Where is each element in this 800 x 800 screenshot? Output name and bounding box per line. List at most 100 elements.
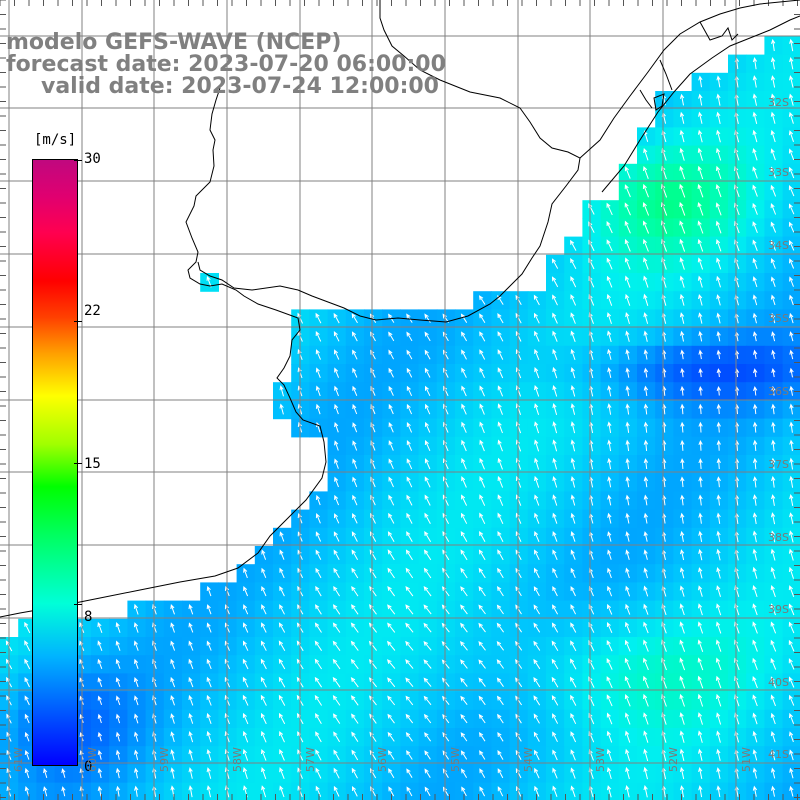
wind-arrow (788, 603, 795, 616)
wind-arrow (97, 731, 102, 742)
wind-arrow (315, 549, 322, 560)
wind-arrow (424, 531, 432, 543)
wind-arrow (679, 567, 685, 579)
wind-arrow (679, 238, 686, 252)
wind-arrow (680, 385, 685, 396)
wind-arrow (97, 785, 102, 797)
wind-arrow (679, 585, 685, 597)
wind-arrow (352, 458, 358, 469)
wind-arrow (552, 585, 558, 597)
wind-arrow (770, 111, 776, 124)
wind-arrow (461, 786, 467, 797)
wind-arrow (552, 330, 558, 342)
wind-arrow (789, 493, 794, 506)
wind-arrow (788, 111, 794, 124)
wind-arrow (134, 695, 139, 706)
wind-arrow (643, 512, 648, 524)
wind-arrow (752, 93, 757, 106)
wind-arrow (643, 385, 649, 396)
wind-arrow (698, 458, 703, 469)
wind-arrow (260, 676, 267, 688)
wind-arrow (461, 457, 467, 470)
wind-arrow (752, 676, 758, 689)
wind-arrow (697, 621, 704, 634)
wind-arrow (716, 349, 721, 360)
wind-arrow (624, 639, 631, 652)
wind-arrow (551, 694, 559, 706)
wind-arrow (334, 513, 340, 524)
wind-arrow (552, 348, 558, 361)
wind-arrow (570, 640, 577, 652)
wind-arrow (387, 531, 395, 542)
wind-arrow (697, 129, 703, 143)
wind-arrow (261, 767, 267, 780)
wind-arrow (406, 349, 413, 360)
wind-arrow (607, 512, 612, 524)
wind-arrow (606, 202, 613, 216)
wind-arrow (570, 239, 577, 251)
wind-arrow (206, 712, 212, 724)
wind-arrow (552, 385, 558, 397)
wind-arrow (643, 421, 649, 433)
wind-arrow (315, 531, 322, 542)
wind-arrow (716, 385, 722, 396)
lat-label-33s: 33S (768, 166, 789, 179)
wind-arrow (570, 549, 576, 560)
wind-arrow (460, 659, 468, 669)
wind-arrow (334, 349, 340, 360)
wind-arrow (625, 512, 630, 524)
wind-arrow (115, 622, 121, 633)
wind-arrow (496, 640, 505, 651)
wind-arrow (261, 622, 267, 633)
wind-arrow (170, 713, 175, 724)
wind-arrow (607, 385, 612, 397)
wind-arrow (789, 731, 794, 743)
wind-arrow (261, 712, 267, 725)
colorbar-tick-15: 15 (84, 456, 101, 472)
wind-arrow (461, 421, 467, 433)
wind-arrow (170, 622, 175, 633)
wind-arrow (643, 312, 649, 324)
wind-arrow (552, 457, 558, 470)
wind-arrow (698, 512, 703, 524)
wind-arrow (697, 220, 704, 234)
wind-arrow (61, 768, 66, 778)
wind-arrow (753, 385, 758, 396)
wind-arrow (570, 712, 577, 725)
wind-arrow (716, 75, 721, 88)
wind-arrow (716, 368, 722, 378)
wind-arrow (478, 677, 486, 687)
wind-arrow (459, 641, 468, 651)
wind-arrow (716, 603, 722, 616)
wind-arrow (715, 675, 722, 689)
wind-arrow (788, 185, 795, 197)
wind-arrow (388, 494, 395, 506)
wind-arrow (478, 622, 486, 633)
wind-arrow (625, 531, 630, 542)
wind-arrow (789, 258, 795, 269)
wind-arrow (698, 349, 703, 360)
title-forecast-date: forecast date: 2023-07-20 06:00:00 (6, 52, 446, 77)
wind-arrow (679, 129, 685, 143)
wind-arrow (496, 695, 504, 706)
wind-arrow (698, 403, 703, 415)
wind-arrow (261, 585, 267, 597)
wind-arrow (552, 512, 558, 524)
wind-arrow (788, 676, 795, 688)
wind-arrow (607, 567, 612, 579)
wind-arrow (770, 294, 776, 306)
wind-arrow (405, 659, 414, 669)
wind-arrow (606, 275, 613, 288)
wind-arrow (479, 750, 486, 760)
wind-arrow (425, 385, 431, 397)
wind-arrow (770, 639, 777, 652)
wind-arrow (716, 585, 721, 597)
wind-arrow (315, 567, 322, 579)
wind-arrow (406, 786, 413, 797)
wind-arrow (716, 257, 722, 270)
wind-arrow (478, 549, 486, 561)
wind-arrow (24, 785, 30, 797)
colorbar-tick-mark-22 (74, 321, 82, 322)
wind-arrow (279, 749, 285, 761)
wind-arrow (279, 730, 285, 743)
